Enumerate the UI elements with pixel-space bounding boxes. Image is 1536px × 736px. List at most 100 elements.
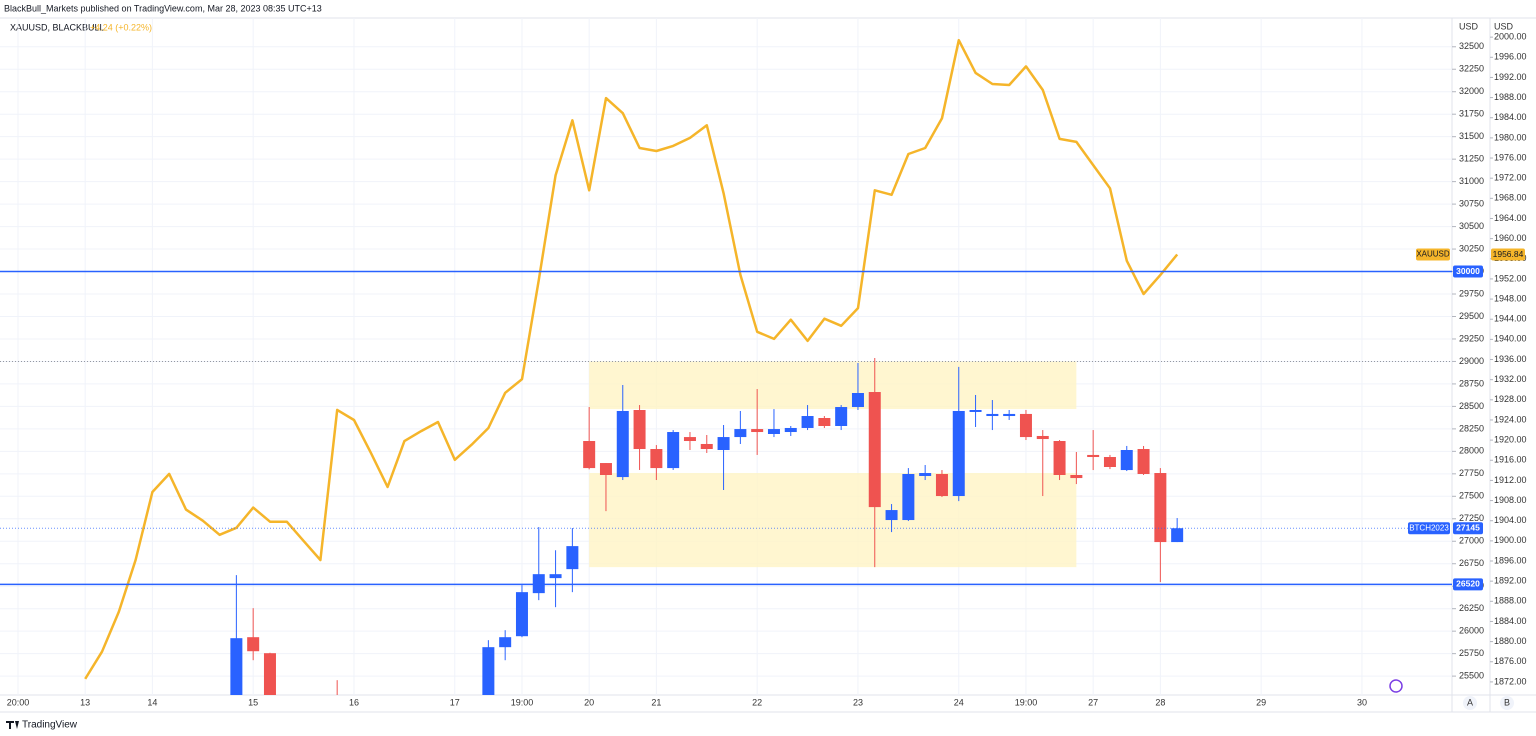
candle-body — [263, 653, 276, 695]
y2-tick-label: 1972.00 — [1494, 173, 1527, 183]
candle-body — [784, 427, 797, 433]
y-tick-label: 26000 — [1459, 626, 1484, 636]
candle-body — [1087, 454, 1100, 458]
y-tick-label: 30500 — [1459, 221, 1484, 231]
y2-tick-label: 1944.00 — [1494, 314, 1527, 324]
y2-tick-label: 1872.00 — [1494, 676, 1527, 686]
candle-body — [700, 443, 713, 450]
y-tick-label: 27500 — [1459, 491, 1484, 501]
candle-body — [1019, 413, 1032, 438]
candle-body — [1120, 450, 1133, 471]
candle-body — [902, 474, 915, 521]
brand-logo — [6, 721, 19, 729]
candle-body — [818, 417, 831, 426]
candle-body — [247, 637, 260, 652]
candle-body — [751, 429, 764, 433]
y2-tick-label: 1940.00 — [1494, 334, 1527, 344]
x-tick-label: 20 — [584, 697, 594, 707]
candle-body — [667, 432, 680, 469]
x-tick-label: 30 — [1357, 697, 1367, 707]
y2-tick-label: 1880.00 — [1494, 636, 1527, 646]
y-tick-label: 27000 — [1459, 536, 1484, 546]
button[interactable]: A — [1467, 697, 1473, 707]
y-tick-label: 27250 — [1459, 513, 1484, 523]
candle-body — [969, 409, 982, 412]
y-tick-label: 29250 — [1459, 333, 1484, 343]
candle-body — [482, 647, 495, 695]
candle-body — [986, 413, 999, 417]
candle-body — [734, 429, 747, 438]
icon[interactable] — [1389, 679, 1403, 693]
candle-body — [499, 637, 512, 648]
candle-body — [801, 416, 814, 428]
candle-body — [633, 409, 646, 450]
y2-tick-label: 1892.00 — [1494, 576, 1527, 586]
candle-body — [851, 393, 864, 408]
candle-body — [532, 574, 545, 594]
x-tick-label: 19:00 — [1015, 697, 1038, 707]
x-tick-label: 21 — [651, 697, 661, 707]
price-tag-bg — [1491, 248, 1525, 261]
x-tick-label: 13 — [80, 697, 90, 707]
y-tick-label: 32000 — [1459, 86, 1484, 96]
y-tick-label: 30250 — [1459, 243, 1484, 253]
y-tick-label: 28250 — [1459, 423, 1484, 433]
price-tag: 1956.84 — [1493, 249, 1524, 259]
y-tick-label: 31000 — [1459, 176, 1484, 186]
y2-tick-label: 1896.00 — [1494, 555, 1527, 565]
x-tick-label: 20:00 — [7, 697, 30, 707]
symbol-label: XAUUSD, BLACKBULL — [10, 22, 105, 32]
button-bg[interactable] — [1463, 696, 1477, 710]
price-tag-bg — [1416, 248, 1450, 261]
y2-tick-label: 1884.00 — [1494, 616, 1527, 626]
axis-unit: USD — [1459, 21, 1479, 31]
y2-tick-label: 1976.00 — [1494, 152, 1527, 162]
x-tick-label: 24 — [954, 697, 964, 707]
y2-tick-label: 1924.00 — [1494, 414, 1527, 424]
y2-tick-label: 1916.00 — [1494, 455, 1527, 465]
price-tag-bg — [1453, 265, 1483, 278]
y-tick-label: 30750 — [1459, 198, 1484, 208]
candle-body — [919, 473, 932, 476]
y2-tick-label: 1948.00 — [1494, 293, 1527, 303]
y2-tick-label: 1964.00 — [1494, 213, 1527, 223]
y2-tick-label: 1912.00 — [1494, 475, 1527, 485]
y2-tick-label: 1992.00 — [1494, 72, 1527, 82]
y2-tick-label: 1928.00 — [1494, 394, 1527, 404]
y2-tick-label: 1960.00 — [1494, 233, 1527, 243]
x-tick-label: 17 — [450, 697, 460, 707]
y2-tick-label: 1900.00 — [1494, 535, 1527, 545]
y2-tick-label: 1932.00 — [1494, 374, 1527, 384]
x-tick-label: 23 — [853, 697, 863, 707]
candle-body — [1070, 474, 1083, 479]
axis-unit: USD — [1494, 21, 1514, 31]
candle-body — [935, 474, 948, 497]
zone — [589, 473, 1077, 568]
chart-title: BlackBull_Markets published on TradingVi… — [4, 3, 322, 13]
y-tick-label: 29750 — [1459, 288, 1484, 298]
button-bg[interactable] — [1500, 696, 1514, 710]
price-tag-bg — [1408, 522, 1450, 535]
y2-tick-label: 1904.00 — [1494, 515, 1527, 525]
price-tag-bg — [1453, 578, 1483, 591]
y-tick-label: 32250 — [1459, 64, 1484, 74]
y-tick-label: 28500 — [1459, 401, 1484, 411]
y-tick-label: 29000 — [1459, 356, 1484, 366]
y-tick-label: 31500 — [1459, 131, 1484, 141]
x-tick-label: 27 — [1088, 697, 1098, 707]
series-tag: BTCH2023 — [1409, 523, 1449, 532]
zone — [589, 361, 1077, 410]
plot — [0, 18, 1452, 695]
button[interactable]: B — [1504, 697, 1510, 707]
y2-tick-label: 1876.00 — [1494, 656, 1527, 666]
x-tick-label: 14 — [147, 697, 157, 707]
candle-body — [1137, 449, 1150, 475]
candle-body — [767, 429, 780, 434]
y-tick-label: 31250 — [1459, 154, 1484, 164]
candle-body — [835, 407, 848, 426]
candle-body — [583, 441, 596, 469]
price-tag: 26520 — [1456, 579, 1480, 589]
x-tick-label: 29 — [1256, 697, 1266, 707]
